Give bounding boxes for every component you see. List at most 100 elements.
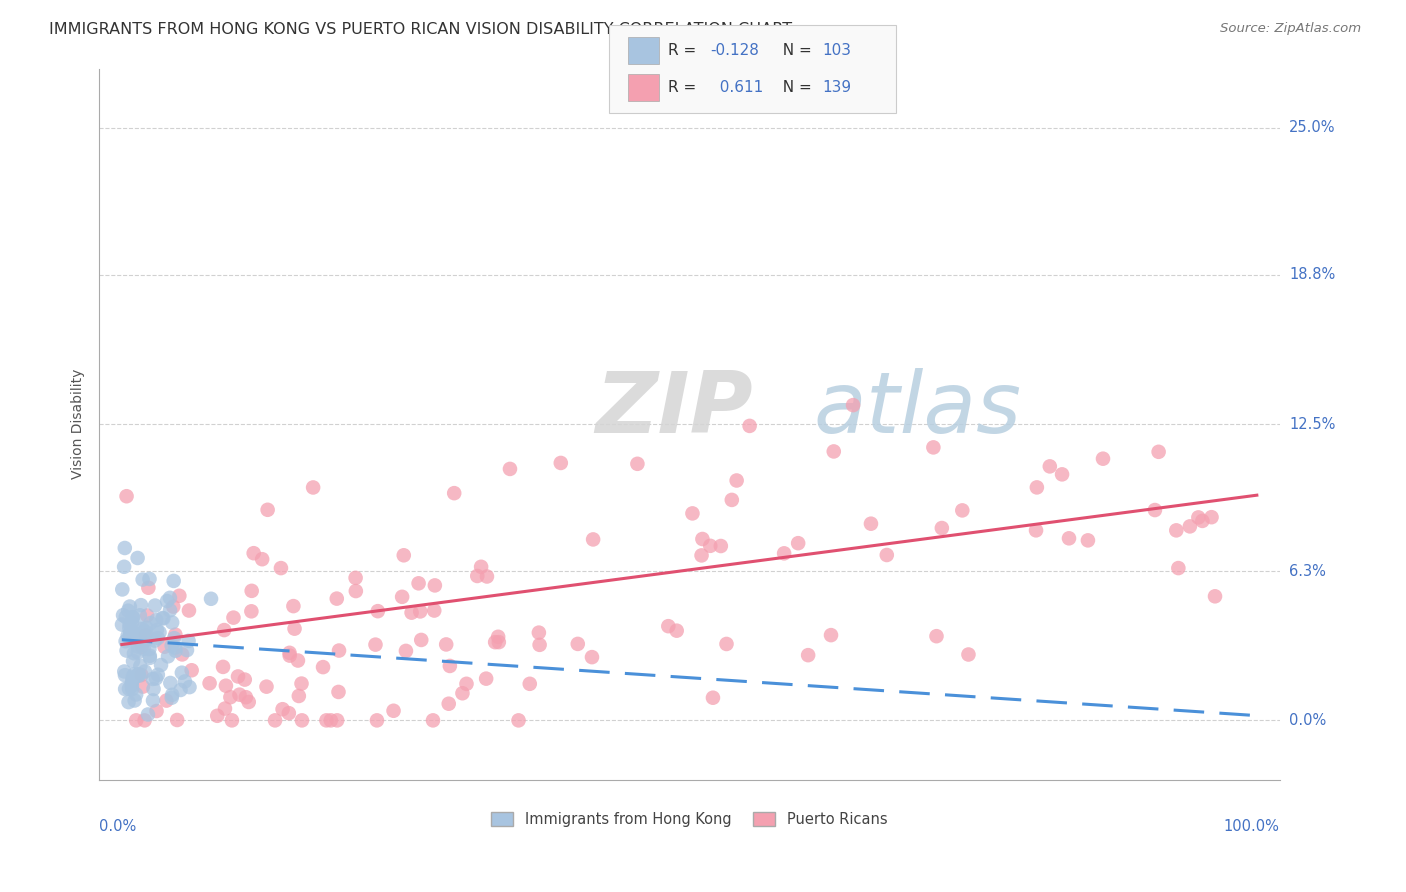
Point [222, 610, 245, 624]
Point [145, 613, 167, 627]
Point [626, 457, 648, 471]
Point [159, 603, 181, 617]
Point [160, 639, 183, 653]
Point [146, 667, 169, 681]
Point [128, 631, 150, 645]
Point [118, 599, 141, 614]
Point [315, 714, 337, 728]
Point [382, 704, 405, 718]
Point [657, 619, 679, 633]
Point [122, 610, 145, 624]
Point [176, 643, 198, 657]
Point [165, 644, 187, 658]
Point [117, 695, 139, 709]
Text: R =: R = [668, 80, 702, 95]
Point [842, 398, 865, 412]
Point [114, 634, 136, 648]
Point [121, 610, 143, 624]
Point [127, 645, 149, 659]
Point [124, 632, 146, 647]
Point [179, 680, 201, 694]
Point [366, 714, 388, 728]
Point [312, 660, 335, 674]
Point [122, 626, 145, 640]
Point [250, 552, 273, 566]
Point [567, 637, 589, 651]
Point [773, 546, 796, 560]
Point [198, 676, 221, 690]
Point [128, 667, 150, 681]
Point [344, 584, 367, 599]
Legend: Immigrants from Hong Kong, Puerto Ricans: Immigrants from Hong Kong, Puerto Ricans [485, 805, 893, 833]
Point [127, 628, 149, 642]
Text: N =: N = [773, 43, 817, 58]
Point [121, 615, 143, 630]
Point [582, 533, 605, 547]
Point [787, 536, 810, 550]
Point [121, 679, 143, 693]
Point [475, 569, 498, 583]
Point [409, 604, 432, 618]
Point [128, 669, 150, 683]
Point [112, 665, 135, 679]
Point [135, 621, 157, 635]
Point [131, 573, 153, 587]
Point [169, 683, 191, 698]
Text: 6.3%: 6.3% [1289, 564, 1326, 579]
Point [122, 667, 145, 681]
Point [117, 604, 139, 618]
Point [143, 633, 166, 648]
Point [129, 637, 152, 651]
Point [136, 608, 159, 623]
Point [820, 628, 842, 642]
Point [118, 681, 141, 696]
Point [122, 672, 145, 686]
Point [131, 668, 153, 682]
Point [326, 591, 349, 606]
Point [499, 462, 522, 476]
Point [124, 628, 146, 642]
Point [152, 611, 174, 625]
Point [146, 623, 169, 637]
Point [242, 546, 264, 560]
Point [395, 644, 418, 658]
Point [122, 646, 145, 660]
Point [139, 616, 162, 631]
Point [391, 590, 413, 604]
Point [423, 578, 446, 592]
Point [681, 507, 703, 521]
Point [135, 628, 157, 642]
Point [716, 637, 738, 651]
Point [1057, 531, 1080, 545]
Point [328, 685, 350, 699]
Point [120, 625, 142, 640]
Point [169, 589, 191, 603]
Point [121, 682, 143, 697]
Point [166, 713, 188, 727]
Point [488, 635, 510, 649]
Point [118, 632, 141, 646]
Point [738, 418, 761, 433]
Point [134, 714, 156, 728]
Point [344, 571, 367, 585]
Point [288, 689, 311, 703]
Point [950, 503, 973, 517]
Point [145, 672, 167, 686]
Text: ZIP: ZIP [595, 368, 752, 451]
Point [408, 576, 430, 591]
Point [163, 574, 186, 588]
Point [111, 582, 134, 597]
Point [925, 629, 948, 643]
Point [702, 690, 724, 705]
Point [278, 648, 301, 663]
Point [470, 559, 492, 574]
Point [219, 690, 242, 705]
Point [163, 631, 186, 645]
Point [127, 667, 149, 681]
Point [1143, 503, 1166, 517]
Point [160, 690, 183, 705]
Point [1166, 524, 1188, 538]
Point [823, 444, 845, 458]
Point [256, 680, 278, 694]
Point [177, 633, 200, 648]
